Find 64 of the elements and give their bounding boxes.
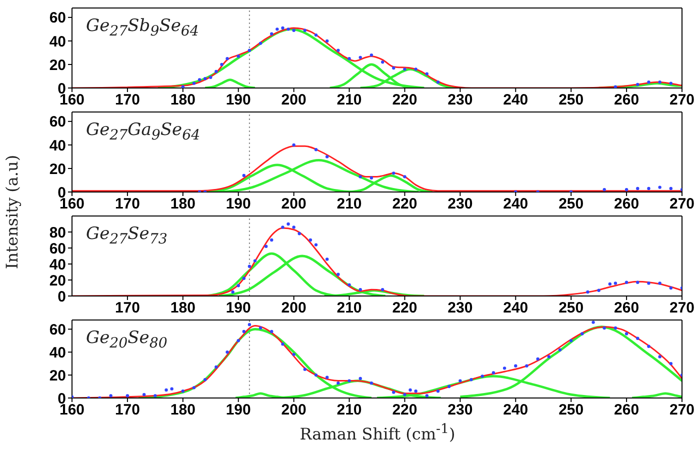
y-tick-label: 20 — [49, 367, 66, 384]
x-tick-label: 190 — [226, 402, 251, 419]
x-tick-label: 250 — [558, 402, 584, 419]
x-tick-label: 240 — [503, 402, 528, 419]
x-tick-label: 170 — [114, 196, 140, 213]
x-tick-label: 210 — [336, 402, 362, 419]
x-tick-label: 240 — [503, 196, 528, 213]
x-tick-label: 200 — [281, 402, 306, 419]
x-tick-label: 250 — [558, 196, 584, 213]
x-tick-label: 190 — [226, 196, 251, 213]
y-tick-label: 60 — [49, 114, 66, 131]
y-tick-label: 40 — [49, 137, 66, 154]
x-tick-label: 250 — [558, 92, 584, 109]
x-tick-label: 270 — [669, 300, 695, 317]
y-tick-label: 60 — [49, 240, 66, 258]
y-tick-label: 20 — [49, 272, 66, 290]
x-tick-label: 220 — [392, 92, 418, 109]
x-tick-label: 180 — [170, 92, 196, 109]
x-tick-label: 270 — [669, 196, 695, 213]
x-tick-label: 200 — [281, 92, 306, 109]
x-tick-label: 210 — [336, 196, 362, 213]
text: Ge$_{20}$Se$_{80}$ — [86, 328, 168, 352]
x-tick-label: 180 — [170, 300, 196, 317]
text: Ge$_{27}$Sb$_{9}$Se$_{64}$ — [86, 16, 199, 40]
y-axis-title: Intensity (a.u) — [2, 154, 22, 270]
text: Ge$_{27}$Ga$_{9}$Se$_{64}$ — [86, 120, 200, 144]
x-tick-label: 250 — [558, 300, 584, 317]
y-tick-label: 40 — [49, 256, 66, 274]
x-tick-label: 270 — [669, 92, 695, 109]
text: Ge$_{27}$Se$_{73}$ — [86, 224, 168, 248]
x-tick-label: 180 — [170, 402, 196, 419]
x-tick-label: 230 — [448, 300, 473, 317]
y-tick-label: 0 — [58, 288, 66, 306]
x-tick-label: 190 — [226, 300, 251, 317]
x-tick-label: 170 — [114, 92, 140, 109]
y-tick-label: 60 — [49, 10, 66, 27]
x-tick-label: 190 — [226, 92, 251, 109]
x-tick-label: 220 — [392, 300, 418, 317]
x-tick-label: 220 — [392, 402, 418, 419]
x-axis-title: Raman Shift (cm$^{-1}$) — [298, 422, 456, 444]
x-tick-label: 260 — [614, 196, 640, 213]
x-tick-label: 270 — [669, 402, 695, 419]
x-tick-label: 210 — [336, 300, 362, 317]
x-tick-label: 260 — [614, 92, 640, 109]
x-tick-label: 170 — [114, 300, 140, 317]
x-tick-label: 230 — [448, 92, 473, 109]
x-tick-label: 260 — [614, 402, 640, 419]
x-tick-label: 200 — [281, 196, 306, 213]
x-tick-label: 220 — [392, 196, 418, 213]
y-tick-label: 40 — [49, 344, 66, 362]
x-tick-label: 240 — [503, 300, 528, 317]
x-tick-label: 230 — [448, 196, 473, 213]
x-tick-label: 260 — [614, 300, 640, 317]
x-tick-label: 170 — [114, 402, 140, 419]
y-tick-label: 80 — [49, 224, 66, 242]
x-tick-label: 240 — [503, 92, 528, 109]
x-tick-label: 180 — [170, 196, 196, 213]
y-tick-label: 20 — [49, 160, 66, 178]
y-tick-label: 20 — [49, 56, 66, 74]
y-tick-label: 60 — [49, 322, 66, 338]
x-tick-label: 210 — [336, 92, 362, 109]
x-tick-label: 200 — [281, 300, 306, 317]
y-tick-label: 40 — [49, 33, 66, 50]
x-tick-label: 230 — [448, 402, 473, 419]
